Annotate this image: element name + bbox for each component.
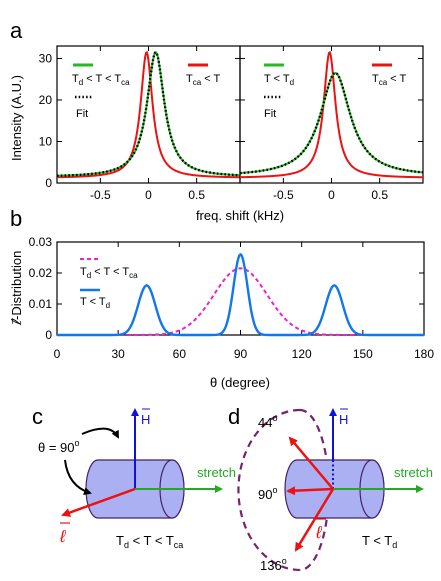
spectrum-series-0 (56, 50, 241, 179)
x-tick-label: 180 (414, 347, 434, 361)
panel-b-ylabel: ℓ⃗-Distribution (9, 251, 25, 327)
legend-label-fit-right: Fit (264, 108, 276, 120)
panel-a-left-subplot: -0.5 0 0.5 0 10 20 30 Td < T < Tca Fit Tca < T (39, 45, 241, 202)
x-tick-label: 30 (111, 347, 125, 361)
legend-label-fit: Fit (76, 108, 88, 120)
h-label: H (141, 412, 150, 427)
l-label: ℓ (59, 527, 66, 546)
l-vector-44 (288, 436, 334, 490)
x-tick-label: 90 (234, 347, 248, 361)
panel-b-curves (57, 252, 424, 337)
theta-annotation: θ = 90o (38, 438, 80, 455)
stretch-label: stretch (197, 465, 236, 480)
panel-a-right-curves (239, 50, 424, 179)
panel-b-ticks: 0 30 60 90 120 150 180 0 0.01 0.02 0.03 (29, 235, 435, 361)
panel-a-left-ticks: -0.5 0 0.5 0 10 20 30 (39, 46, 240, 202)
stretch-label-d: stretch (394, 465, 433, 480)
y-tick-label: 0.01 (29, 297, 53, 311)
l-vector-arrow (61, 487, 136, 517)
panel-b-plot: 0 30 60 90 120 150 180 0 0.01 0.02 0.03 Td < T < T… (29, 235, 435, 361)
legend-label-tca-t: Tca < T (186, 73, 221, 87)
theta-arrow-up (81, 427, 119, 439)
y-tick-label: 20 (39, 93, 53, 107)
panel-a-xlabel: freq. shift (kHz) (196, 208, 284, 223)
distribution-series-0 (57, 267, 424, 336)
panel-a-left-curves (56, 50, 241, 179)
legend-label-t-td: T < Td (264, 73, 294, 87)
panel-c-label: c (32, 404, 43, 429)
panel-b-xlabel: θ (degree) (210, 375, 270, 390)
panel-a-right-ticks: -0.5 0 0.5 (240, 46, 423, 202)
panel-a-right-subplot: -0.5 0 0.5 T < Td Fit Tca < T (239, 45, 424, 202)
panel-a-label: a (10, 18, 23, 43)
panel-d-condition: T < Td (362, 533, 397, 550)
theta-arrow-down (64, 459, 92, 495)
spectrum-series-2 (239, 71, 424, 175)
panel-d-diagram: d H stretch ℓ 44o 90o 136o T < Td (228, 404, 433, 573)
x-tick-label: 0 (145, 188, 152, 202)
distribution-series-1 (57, 252, 424, 337)
panel-b-label: b (10, 206, 22, 231)
panel-a: a Intensity (A.U.) freq. shift (kHz) -0.… (9, 18, 424, 223)
x-tick-label: 0.5 (188, 188, 205, 202)
l-vector-90 (286, 486, 334, 496)
x-tick-label: -0.5 (90, 188, 111, 202)
spectrum-series-1 (239, 71, 424, 175)
x-tick-label: 0 (54, 347, 61, 361)
y-tick-label: 30 (39, 51, 53, 65)
x-tick-label: 60 (173, 347, 187, 361)
l-vector-136 (294, 488, 335, 552)
x-tick-label: 120 (292, 347, 312, 361)
panel-c-diagram: c H stretch ℓ θ = 90o Td < T < Tca (32, 404, 236, 550)
angle-arc (237, 408, 301, 572)
angle-label-90: 90o (258, 485, 277, 502)
panel-a-ylabel: Intensity (A.U.) (9, 75, 24, 161)
y-tick-label: 0 (45, 176, 52, 190)
x-tick-label: 0 (328, 188, 335, 202)
panel-d-label: d (228, 404, 240, 429)
h-label-d: H (339, 412, 348, 427)
y-tick-label: 0.03 (29, 235, 53, 249)
legend-label-b-td-t-tca: Td < T < Tca (80, 266, 138, 280)
panel-b: b ℓ⃗-Distribution θ (degree) 0 30 60 90 120 1… (9, 206, 434, 390)
y-tick-label: 10 (39, 134, 53, 148)
x-tick-label: -0.5 (273, 188, 294, 202)
spectrum-series-2 (56, 50, 241, 177)
y-tick-label: 0 (45, 328, 52, 342)
y-tick-label: 0.02 (29, 266, 53, 280)
angle-label-136: 136o (260, 556, 287, 573)
legend-label-tca-t-right: Tca < T (372, 73, 407, 87)
panel-c-condition: Td < T < Tca (116, 533, 183, 550)
x-tick-label: 150 (353, 347, 373, 361)
legend-label-td-t-tca: Td < T < Tca (72, 73, 130, 87)
angle-label-44: 44o (258, 413, 277, 430)
l-label-d: ℓ (315, 523, 322, 542)
legend-label-b-t-td: T < Td (80, 296, 110, 310)
spectrum-series-0 (239, 50, 424, 179)
panel-b-legend: Td < T < Tca T < Td (80, 258, 138, 310)
x-tick-label: 0.5 (371, 188, 388, 202)
